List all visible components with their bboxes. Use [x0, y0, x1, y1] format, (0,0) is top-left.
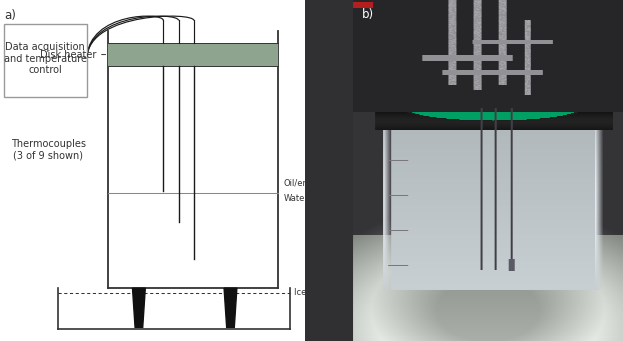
- Bar: [108, 43, 278, 66]
- Text: b): b): [361, 8, 374, 21]
- Text: Water: Water: [283, 194, 308, 203]
- Polygon shape: [133, 288, 145, 327]
- Polygon shape: [224, 288, 237, 327]
- Text: Ice water: Ice water: [293, 288, 333, 297]
- Text: Disk heater: Disk heater: [40, 49, 105, 60]
- Text: Oil/emulsion: Oil/emulsion: [283, 179, 336, 188]
- FancyBboxPatch shape: [4, 24, 87, 97]
- Text: Thermocouples
(3 of 9 shown): Thermocouples (3 of 9 shown): [11, 139, 86, 161]
- Text: a): a): [4, 9, 16, 21]
- Text: Data acquisition
and temperature
control: Data acquisition and temperature control: [4, 42, 87, 75]
